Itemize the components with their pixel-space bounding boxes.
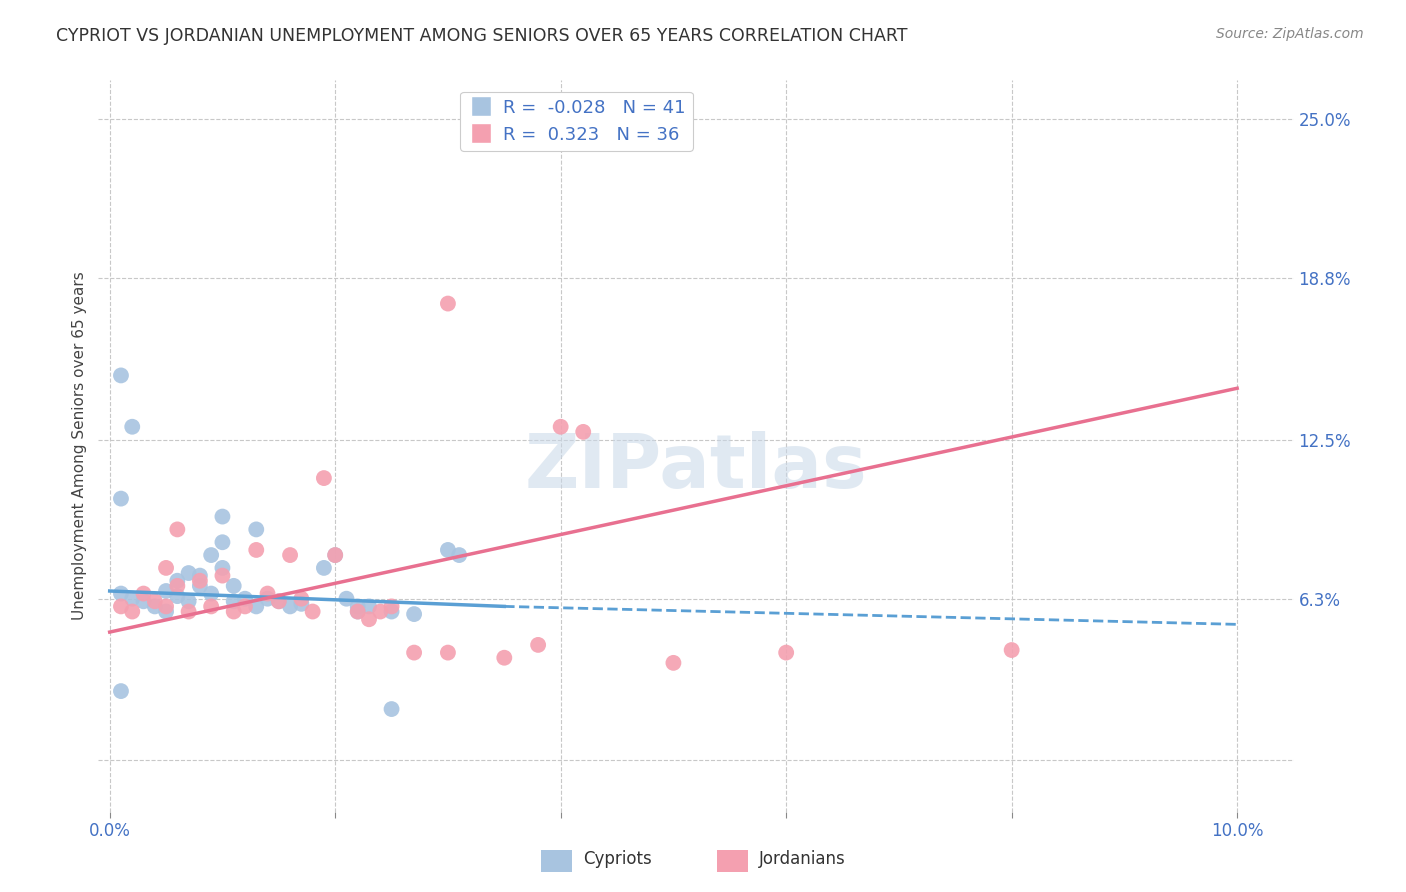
- Point: [110, 684, 132, 698]
- Point: [166, 579, 188, 593]
- Point: [267, 594, 290, 608]
- Point: [775, 646, 797, 660]
- Point: [346, 605, 368, 619]
- Point: [527, 638, 550, 652]
- Point: [166, 574, 188, 588]
- Y-axis label: Unemployment Among Seniors over 65 years: Unemployment Among Seniors over 65 years: [72, 272, 87, 620]
- Point: [177, 605, 200, 619]
- Point: [368, 605, 391, 619]
- Point: [211, 568, 233, 582]
- Point: [132, 594, 155, 608]
- Point: [155, 605, 177, 619]
- Point: [437, 646, 460, 660]
- Point: [245, 523, 267, 537]
- Point: [278, 599, 301, 614]
- Point: [312, 561, 335, 575]
- Point: [211, 535, 233, 549]
- Point: [121, 419, 143, 434]
- Point: [211, 509, 233, 524]
- Point: [177, 566, 200, 580]
- Point: [121, 605, 143, 619]
- Point: [110, 586, 132, 600]
- Point: [323, 548, 346, 562]
- Point: [222, 594, 245, 608]
- Point: [346, 599, 368, 614]
- Point: [278, 548, 301, 562]
- Point: [380, 599, 402, 614]
- Point: [110, 368, 132, 383]
- Point: [110, 599, 132, 614]
- Point: [357, 599, 380, 614]
- Point: [200, 599, 222, 614]
- Point: [662, 656, 685, 670]
- Point: [267, 594, 290, 608]
- Point: [572, 425, 595, 439]
- Point: [437, 543, 460, 558]
- Point: [143, 594, 166, 608]
- Point: [312, 471, 335, 485]
- Text: CYPRIOT VS JORDANIAN UNEMPLOYMENT AMONG SENIORS OVER 65 YEARS CORRELATION CHART: CYPRIOT VS JORDANIAN UNEMPLOYMENT AMONG …: [56, 27, 908, 45]
- Point: [256, 591, 278, 606]
- Point: [200, 548, 222, 562]
- Point: [245, 543, 267, 558]
- Point: [256, 586, 278, 600]
- Point: [200, 586, 222, 600]
- Point: [245, 599, 267, 614]
- Point: [404, 607, 426, 621]
- Point: [301, 605, 323, 619]
- Point: [437, 296, 460, 310]
- Point: [132, 586, 155, 600]
- Point: [166, 523, 188, 537]
- Point: [155, 561, 177, 575]
- Point: [155, 584, 177, 599]
- Point: [290, 597, 312, 611]
- Point: [494, 650, 516, 665]
- Point: [335, 591, 357, 606]
- Text: ZIPatlas: ZIPatlas: [524, 432, 868, 505]
- Point: [155, 599, 177, 614]
- Text: Source: ZipAtlas.com: Source: ZipAtlas.com: [1216, 27, 1364, 41]
- Point: [121, 591, 143, 606]
- Point: [449, 548, 471, 562]
- Point: [177, 594, 200, 608]
- Point: [222, 579, 245, 593]
- Point: [188, 568, 211, 582]
- Legend: R =  -0.028   N = 41, R =  0.323   N = 36: R = -0.028 N = 41, R = 0.323 N = 36: [460, 92, 693, 151]
- Point: [550, 419, 572, 434]
- Point: [222, 605, 245, 619]
- Point: [143, 599, 166, 614]
- Point: [380, 702, 402, 716]
- Text: Jordanians: Jordanians: [759, 850, 846, 868]
- Point: [166, 589, 188, 603]
- Point: [188, 579, 211, 593]
- Point: [323, 548, 346, 562]
- Point: [290, 591, 312, 606]
- Point: [110, 491, 132, 506]
- Point: [380, 605, 402, 619]
- Point: [404, 646, 426, 660]
- Point: [211, 561, 233, 575]
- Point: [346, 605, 368, 619]
- Text: Cypriots: Cypriots: [583, 850, 652, 868]
- Point: [1001, 643, 1024, 657]
- Point: [188, 574, 211, 588]
- Point: [357, 612, 380, 626]
- Point: [233, 599, 256, 614]
- Point: [233, 591, 256, 606]
